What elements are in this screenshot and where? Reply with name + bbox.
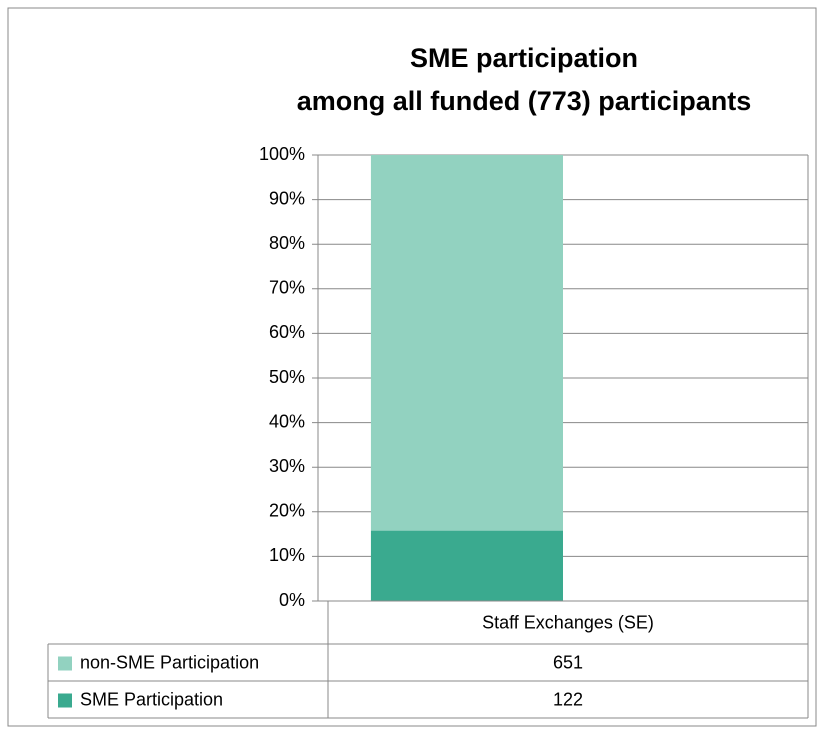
x-tick-label: Staff Exchanges (SE): [482, 612, 654, 632]
y-tick-label: 60%: [269, 322, 305, 342]
table-value: 122: [553, 689, 583, 709]
bar-segment: [370, 155, 563, 531]
table-value: 651: [553, 652, 583, 672]
y-tick-label: 90%: [269, 188, 305, 208]
y-tick-label: 30%: [269, 456, 305, 476]
y-tick-label: 20%: [269, 501, 305, 521]
y-tick-label: 0%: [279, 590, 305, 610]
y-tick-label: 80%: [269, 233, 305, 253]
y-tick-label: 100%: [259, 144, 305, 164]
y-tick-label: 40%: [269, 411, 305, 431]
legend-label: SME Participation: [80, 689, 223, 709]
bar-segment: [370, 530, 563, 601]
y-tick-label: 50%: [269, 367, 305, 387]
chart-title: among all funded (773) participants: [297, 86, 752, 116]
legend-label: non-SME Participation: [80, 652, 259, 672]
chart-title: SME participation: [410, 43, 638, 73]
legend-swatch: [58, 693, 72, 708]
y-tick-label: 10%: [269, 545, 305, 565]
legend-swatch: [58, 656, 72, 671]
y-tick-label: 70%: [269, 278, 305, 298]
